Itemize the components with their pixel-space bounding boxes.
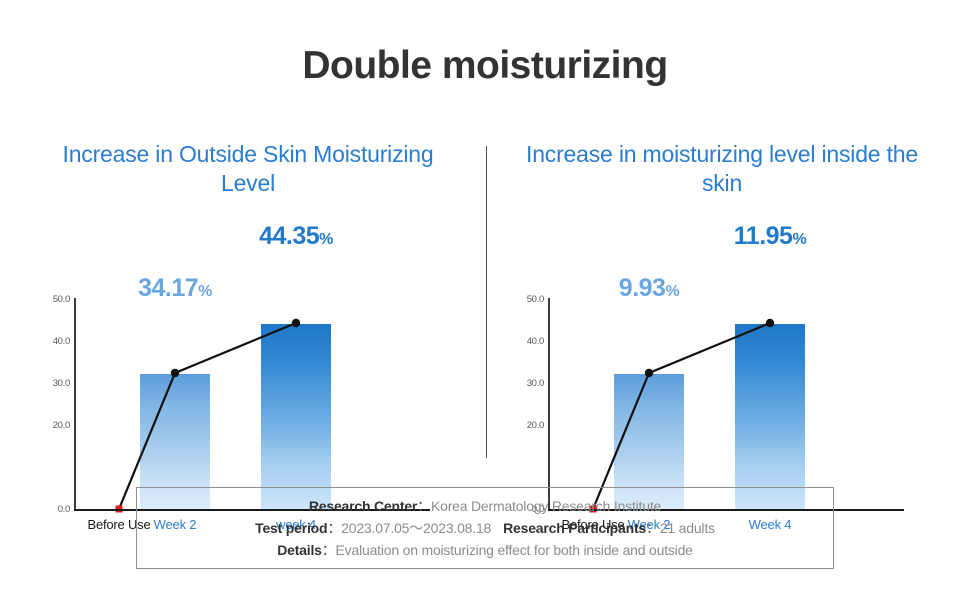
y-tick-50: 50.0 — [526, 294, 545, 305]
label-research-center: Research Center — [308, 498, 418, 514]
value-label-week-2: 34.17% — [115, 274, 235, 303]
trend-line-left — [115, 318, 301, 513]
footnote-row-test-period: Test period：2023.07.05〜2023.08.18 Researc… — [255, 517, 715, 539]
chart-title-inside-skin: Increase in moisturizing level inside th… — [526, 141, 918, 196]
marker-week-2 — [170, 368, 180, 378]
y-tick-20: 20.0 — [52, 420, 71, 431]
x-axis-line — [548, 509, 904, 511]
value-research-participants: 21 adults — [659, 520, 715, 536]
x-axis-labels-right: Before Use Week 2 Week 4 — [492, 517, 952, 541]
separator: ： — [646, 520, 660, 536]
y-axis-line — [548, 298, 550, 510]
percent-sign: % — [319, 231, 333, 248]
panel-divider — [486, 146, 487, 458]
y-tick-40: 40.0 — [526, 336, 545, 347]
trend-line-right — [589, 318, 775, 513]
separator: ： — [321, 542, 336, 558]
value-details: Evaluation on moisturizing effect for bo… — [335, 542, 693, 558]
value-label-week-2: 9.93% — [589, 274, 709, 303]
marker-week-4 — [291, 318, 301, 328]
y-tick-20: 20.0 — [526, 420, 545, 431]
value-number-week-4: 11.95 — [733, 222, 793, 250]
y-axis-ticks-right: 50.0 40.0 30.0 20.0 0.0 — [492, 210, 545, 515]
percent-sign: % — [792, 231, 807, 248]
x-label-week-4: Week 4 — [748, 517, 792, 532]
chart-inside-skin: 50.0 40.0 30.0 20.0 0.0 9.93% 11.95% Bef… — [492, 210, 952, 532]
x-label-week-2: Week 2 — [627, 517, 671, 532]
marker-week-2 — [644, 368, 654, 378]
percent-sign: % — [665, 283, 680, 300]
chart-title-outside-skin: Increase in Outside Skin Moisturizing Le… — [62, 141, 434, 196]
separator: ： — [327, 520, 342, 536]
y-tick-50: 50.0 — [52, 294, 71, 305]
label-test-period: Test period — [255, 520, 328, 536]
x-label-before-use: Before Use — [87, 517, 151, 532]
chart-panel-inside-skin: Increase in moisturizing level inside th… — [492, 140, 952, 532]
y-tick-0: 0.0 — [531, 504, 545, 515]
value-number-week-2: 34.17 — [138, 274, 199, 302]
x-label-week-4: week 4 — [276, 517, 316, 532]
y-tick-30: 30.0 — [52, 378, 71, 389]
x-axis-line — [74, 509, 430, 511]
bar-group-left — [18, 210, 478, 510]
label-details: Details — [277, 542, 322, 558]
value-number-week-2: 9.93 — [618, 274, 666, 302]
y-tick-30: 30.0 — [526, 378, 545, 389]
y-tick-40: 40.0 — [52, 336, 71, 347]
x-label-week-2: Week 2 — [153, 517, 197, 532]
x-label-before-use: Before Use — [561, 517, 625, 532]
footnote-row-research-center: Research Center：Korea Dermatology Resear… — [309, 495, 661, 517]
y-tick-0: 0.0 — [57, 504, 71, 515]
chart-outside-skin: 50.0 40.0 30.0 20.0 0.0 34.17% 44.35% Be… — [18, 210, 478, 532]
label-research-participants: Research Participants — [503, 520, 646, 536]
value-research-center: Korea Dermatology Research Institute — [430, 498, 662, 514]
bar-week-4 — [261, 324, 331, 510]
marker-week-4 — [765, 318, 775, 328]
bar-week-4 — [735, 324, 805, 510]
percent-sign: % — [198, 283, 212, 300]
study-details-box: Research Center：Korea Dermatology Resear… — [136, 487, 834, 569]
page-title: Double moisturizing — [302, 44, 668, 87]
value-label-week-4: 44.35% — [236, 222, 356, 251]
separator: ： — [417, 498, 431, 514]
y-axis-line — [74, 298, 76, 510]
y-axis-ticks-left: 50.0 40.0 30.0 20.0 0.0 — [18, 210, 71, 515]
value-number-week-4: 44.35 — [259, 222, 320, 250]
footnote-row-details: Details：Evaluation on moisturizing effec… — [277, 539, 693, 561]
value-label-week-4: 11.95% — [710, 222, 830, 251]
chart-panel-outside-skin: Increase in Outside Skin Moisturizing Le… — [18, 140, 478, 532]
x-axis-labels-left: Before Use Week 2 week 4 — [18, 517, 478, 541]
value-test-period: 2023.07.05〜2023.08.18 — [341, 520, 492, 536]
